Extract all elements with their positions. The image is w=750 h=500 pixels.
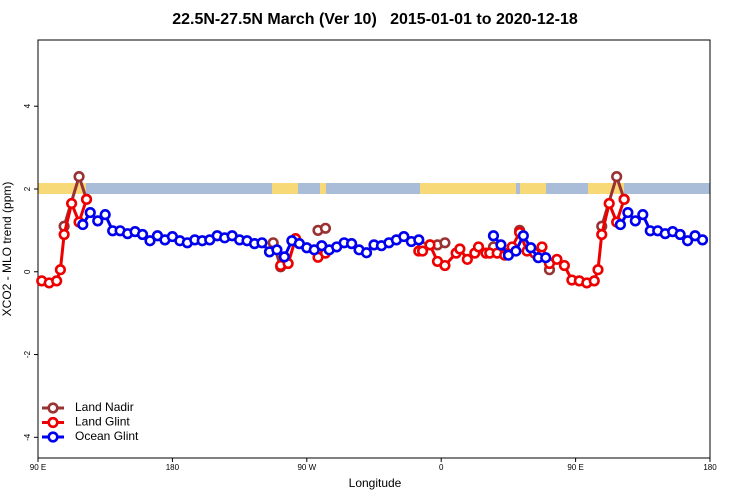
data-point [592, 264, 604, 276]
data-point [681, 235, 694, 247]
data-point [278, 251, 291, 263]
data-point [637, 209, 649, 221]
legend-label: Land Nadir [75, 400, 134, 414]
data-point [551, 253, 563, 265]
data-point [416, 245, 429, 257]
x-tick-label: 90 W [297, 463, 316, 472]
chart-title: 22.5N-27.5N March (Ver 10) 2015-01-01 to… [172, 11, 578, 28]
map-strip [38, 183, 710, 194]
data-point [54, 264, 67, 276]
data-point [99, 209, 111, 221]
data-point [439, 237, 451, 249]
data-point [271, 244, 283, 256]
x-tick-label: 0 [439, 463, 444, 472]
x-tick-label: 90 E [567, 463, 583, 472]
data-point [346, 238, 358, 250]
data-point [461, 253, 473, 265]
data-point [536, 241, 548, 253]
x-tick-label: 180 [703, 463, 717, 472]
data-point [517, 230, 529, 242]
data-point [558, 259, 571, 272]
data-point [413, 234, 425, 246]
data-point [256, 237, 268, 249]
data-point [611, 170, 623, 183]
data-point [144, 235, 156, 247]
data-point [622, 206, 634, 219]
y-tick-label: 4 [23, 103, 32, 108]
data-point [73, 170, 85, 183]
data-point [540, 252, 552, 264]
data-point [398, 230, 410, 243]
data-point [319, 222, 332, 234]
data-point [674, 228, 686, 241]
legend-label: Ocean Glint [75, 429, 139, 443]
data-point [596, 228, 608, 241]
data-point [629, 215, 641, 227]
data-point [51, 275, 63, 287]
legend-marker [47, 431, 59, 443]
data-point [487, 230, 500, 242]
legend-marker [47, 402, 59, 414]
data-point [92, 215, 104, 227]
x-tick-label: 90 E [30, 463, 46, 472]
data-point [439, 259, 451, 272]
data-point [510, 245, 522, 257]
y-tick-label: 2 [23, 186, 32, 191]
data-point [80, 193, 93, 205]
data-point [525, 242, 537, 254]
y-tick-label: -4 [23, 433, 32, 441]
data-point [77, 218, 89, 231]
y-tick-label: 0 [23, 269, 32, 274]
data-point [603, 197, 615, 210]
plot-frame [37, 39, 711, 459]
data-point [588, 275, 600, 287]
data-point [424, 239, 436, 251]
data-point [84, 206, 96, 219]
data-point [495, 239, 507, 251]
data-point [454, 243, 466, 255]
data-point [472, 241, 485, 253]
data-point [360, 247, 373, 259]
y-axis-label: XCO2 - MLO trend (ppm) [0, 182, 14, 317]
legend-label: Land Glint [75, 415, 130, 429]
data-point [58, 228, 70, 241]
data-point [614, 218, 627, 231]
data-point [136, 228, 149, 241]
series-line [41, 198, 626, 285]
x-axis-label: Longitude [349, 476, 402, 490]
legend-marker [47, 416, 59, 429]
y-tick-label: -2 [23, 350, 32, 358]
data-point [696, 234, 709, 246]
data-point [618, 193, 630, 205]
x-tick-label: 180 [166, 463, 180, 472]
data-point [65, 197, 78, 210]
